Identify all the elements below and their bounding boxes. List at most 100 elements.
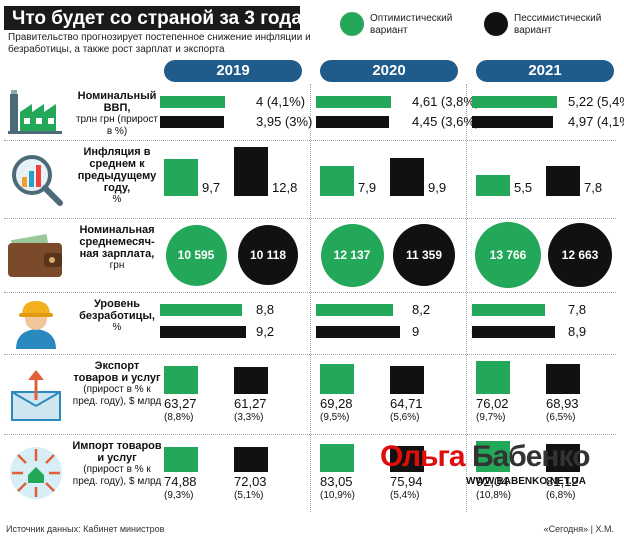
growth-optimistic-export-2020: (9,5%) [320, 412, 350, 423]
row-unit-salary: грн [109, 260, 125, 271]
watermark-url: WWW.BABENKO.NET.UA [466, 476, 586, 487]
import-house-icon [6, 445, 66, 501]
row-title-gdp: Номинальный ВВП, [77, 90, 157, 114]
page-subtitle: Правительство прогнозирует постепенное с… [8, 32, 311, 55]
bar-optimistic-inflation-2021 [476, 175, 510, 196]
value-pessimistic-inflation-2020: 9,9 [428, 180, 447, 195]
bar-optimistic-export-2019 [164, 366, 198, 394]
legend-optimistic-swatch [340, 12, 364, 36]
circle-optimistic-salary-2020: 12 137 [320, 223, 384, 287]
value-pessimistic-import-2021: 81,12 [546, 474, 579, 489]
column-divider [310, 84, 311, 512]
bar-optimistic-unemployment-2021 [472, 304, 545, 316]
year-tab-2020: 2020 [320, 60, 458, 82]
value-pessimistic-import-2019: 72,03 [234, 474, 267, 489]
credit-note: «Сегодня» | Х.М. [543, 524, 614, 534]
watermark-name-last: Бабенко [471, 440, 591, 473]
value-pessimistic-import-2020: 75,94 [390, 474, 423, 489]
value-pessimistic-unemployment-2021: 8,9 [568, 324, 587, 339]
value-optimistic-export-2020: 69,28 [320, 396, 353, 411]
bar-optimistic-gdp-2020 [316, 96, 391, 108]
row-label-import: Импорт товаров и услуг (прирост в % к пре… [72, 440, 162, 488]
row-unit-gdp: трлн грн (прирост в %) [75, 114, 159, 137]
page-title: Что будет со страной за 3 года [12, 8, 302, 29]
bar-pessimistic-import-2021 [546, 444, 580, 472]
row-unit-inflation: % [112, 194, 122, 205]
growth-pessimistic-import-2021: (6,8%) [546, 490, 576, 501]
value-optimistic-gdp-2019: 4 (4,1%) [256, 94, 306, 109]
watermark-name-first: Ольга [380, 440, 472, 473]
bar-pessimistic-unemployment-2019 [160, 326, 246, 338]
growth-optimistic-export-2019: (8,8%) [164, 412, 194, 423]
year-tab-2019: 2019 [164, 60, 302, 82]
growth-pessimistic-export-2020: (5,6%) [390, 412, 420, 423]
circle-pessimistic-salary-2020: 11 359 [393, 224, 455, 286]
legend-pessimistic-label: Пессимистический вариант [514, 13, 602, 36]
magnifier-chart-icon [6, 151, 66, 207]
factory-icon [6, 84, 66, 140]
value-optimistic-export-2021: 76,02 [476, 396, 509, 411]
value-pessimistic-gdp-2019: 3,95 (3%) [256, 114, 313, 129]
bar-pessimistic-unemployment-2020 [316, 326, 400, 338]
value-optimistic-import-2020: 83,05 [320, 474, 353, 489]
row-title-salary: Номинальная среднемесяч-ная зарплата, [79, 224, 155, 260]
value-pessimistic-inflation-2021: 7,8 [584, 180, 603, 195]
legend-optimistic-label: Оптимистический вариант [370, 13, 453, 36]
bar-pessimistic-import-2019 [234, 447, 268, 472]
row-title-inflation: Инфляция в среднем к предыдущему году, [77, 146, 157, 194]
bar-optimistic-inflation-2020 [320, 166, 354, 196]
value-pessimistic-unemployment-2020: 9 [412, 324, 420, 339]
bar-pessimistic-export-2019 [234, 367, 268, 394]
value-optimistic-gdp-2020: 4,61 (3,8%) [412, 94, 480, 109]
bar-pessimistic-inflation-2019 [234, 147, 268, 196]
value-optimistic-import-2021: 92,04 [476, 474, 509, 489]
row-title-import: Импорт товаров и услуг [72, 440, 162, 464]
value-pessimistic-gdp-2021: 4,97 (4,1%) [568, 114, 624, 129]
circle-optimistic-salary-2021: 13 766 [475, 222, 541, 288]
bar-optimistic-export-2021 [476, 361, 510, 394]
growth-optimistic-import-2019: (9,3%) [164, 490, 194, 501]
growth-optimistic-import-2020: (10,9%) [320, 490, 356, 501]
value-optimistic-inflation-2021: 5,5 [514, 180, 533, 195]
export-box-icon [6, 366, 66, 422]
circle-optimistic-salary-2019: 10 595 [165, 224, 227, 286]
row-label-inflation: Инфляция в среднем к предыдущему году,% [72, 146, 162, 206]
circle-pessimistic-salary-2021: 12 663 [548, 223, 612, 287]
value-optimistic-gdp-2021: 5,22 (5,4%) [568, 94, 624, 109]
value-pessimistic-export-2019: 61,27 [234, 396, 267, 411]
row-title-unemployment: Уровень безработицы, [79, 298, 155, 322]
growth-pessimistic-export-2019: (3,3%) [234, 412, 264, 423]
title-bar: Что будет со страной за 3 года [4, 6, 302, 30]
value-pessimistic-export-2020: 64,71 [390, 396, 423, 411]
bar-pessimistic-gdp-2019 [160, 116, 224, 128]
bar-pessimistic-inflation-2020 [390, 158, 424, 196]
growth-pessimistic-import-2020: (5,4%) [390, 490, 420, 501]
watermark-name: Ольга Бабенко [380, 440, 590, 474]
growth-pessimistic-import-2019: (5,1%) [234, 490, 264, 501]
value-pessimistic-export-2021: 68,93 [546, 396, 579, 411]
bar-optimistic-inflation-2019 [164, 159, 198, 196]
bar-pessimistic-unemployment-2021 [472, 326, 555, 338]
row-label-gdp: Номинальный ВВП, трлн грн (прирост в %) [72, 90, 162, 138]
bar-optimistic-export-2020 [320, 364, 354, 394]
growth-optimistic-import-2021: (10,8%) [476, 490, 512, 501]
year-tab-2021: 2021 [476, 60, 614, 82]
growth-pessimistic-export-2021: (6,5%) [546, 412, 576, 423]
value-optimistic-unemployment-2021: 7,8 [568, 302, 587, 317]
value-optimistic-import-2019: 74,88 [164, 474, 197, 489]
bar-pessimistic-import-2020 [390, 446, 424, 472]
value-optimistic-inflation-2020: 7,9 [358, 180, 377, 195]
row-title-export: Экспорт товаров и услуг [73, 360, 161, 384]
bar-optimistic-import-2020 [320, 444, 354, 472]
bar-pessimistic-export-2020 [390, 366, 424, 394]
bar-optimistic-gdp-2019 [160, 96, 225, 108]
row-label-unemployment: Уровень безработицы,% [72, 298, 162, 334]
circle-pessimistic-salary-2019: 10 118 [238, 225, 298, 285]
bar-optimistic-unemployment-2020 [316, 304, 393, 316]
value-optimistic-unemployment-2019: 8,8 [256, 302, 275, 317]
row-unit-export: (прирост в % к пред. году), $ млрд [72, 384, 162, 407]
source-note: Источник данных: Кабинет министров [6, 524, 165, 534]
bar-optimistic-gdp-2021 [472, 96, 557, 108]
row-unit-import: (прирост в % к пред. году), $ млрд [72, 464, 162, 487]
